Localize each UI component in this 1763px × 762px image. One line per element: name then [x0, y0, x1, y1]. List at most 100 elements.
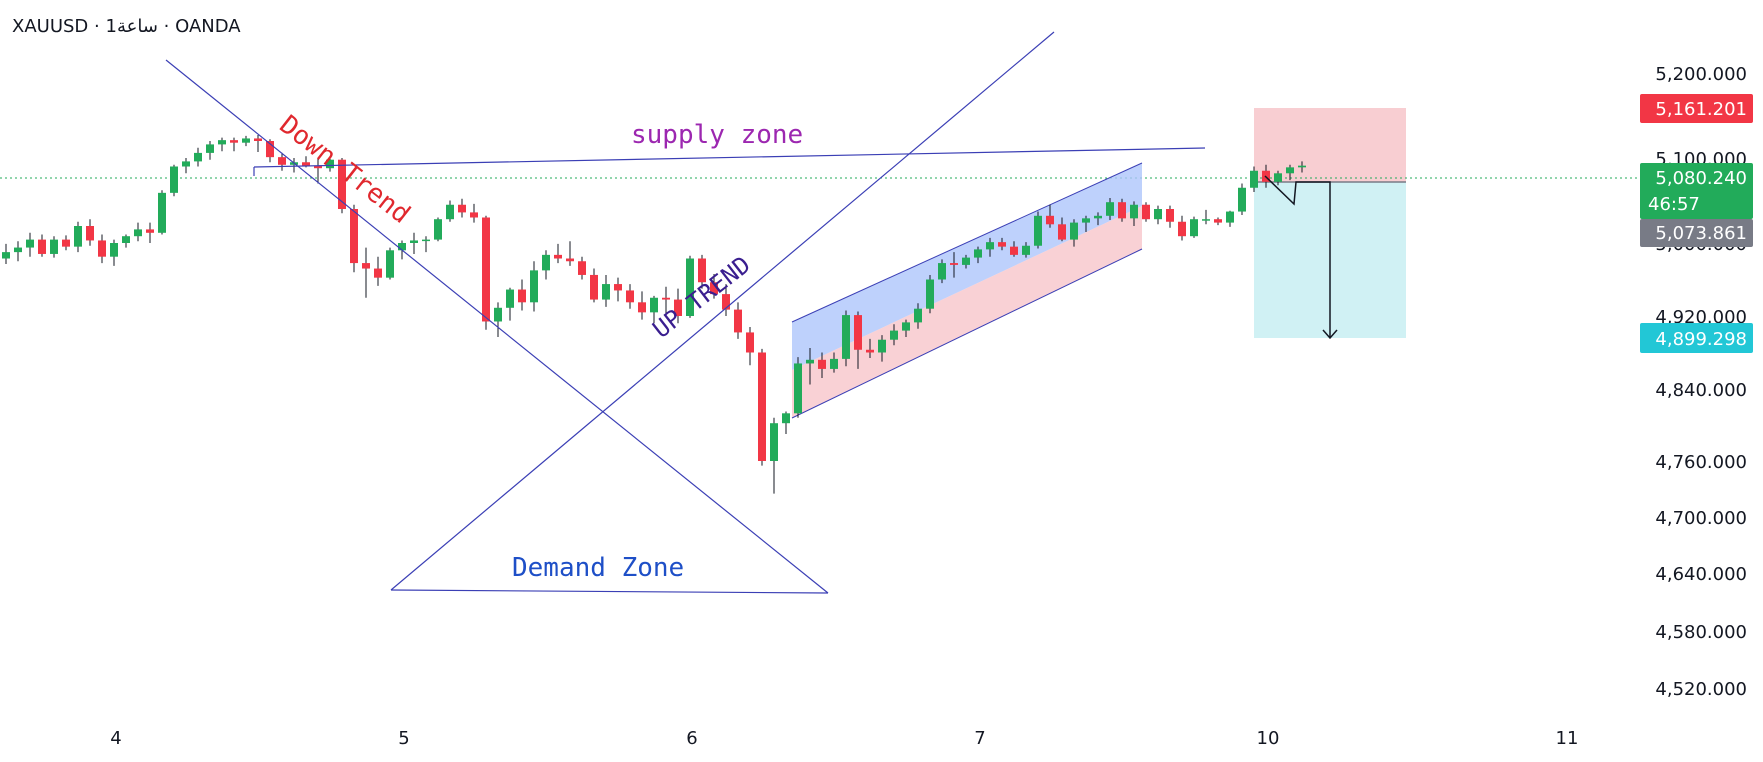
down-trend-label: Down Trend	[274, 110, 416, 230]
candle-body	[986, 242, 994, 250]
candle-body	[974, 249, 982, 258]
candle-body	[302, 162, 310, 166]
candle-series	[2, 135, 1306, 494]
candle-body	[746, 332, 754, 353]
y-tick-label: 4,920.000	[1655, 307, 1747, 328]
candle-body	[134, 229, 142, 237]
candle-body	[1130, 204, 1138, 219]
candle-body	[1094, 215, 1102, 219]
candle-body	[158, 192, 166, 233]
candle-body	[1082, 218, 1090, 223]
candle-body	[890, 330, 898, 340]
projection-path[interactable]	[1264, 175, 1331, 337]
candle-body	[386, 250, 394, 278]
candle-body	[1298, 165, 1306, 168]
candle-body	[230, 140, 238, 143]
price-tag-current: 5,080.240 46:57	[1640, 163, 1753, 219]
candle-body	[554, 254, 562, 259]
price-tag-entry: 5,073.861	[1640, 219, 1753, 247]
candle-body	[830, 358, 838, 369]
interval-label: 1ساعة	[105, 16, 158, 37]
candle-body	[1202, 219, 1210, 221]
price-axis[interactable]: 5,200.000 5,100.000 5,000.000 4,920.000 …	[1655, 64, 1747, 700]
candle-body	[938, 263, 946, 280]
candle-body	[578, 261, 586, 275]
candle-body	[530, 270, 538, 303]
candle-body	[1034, 215, 1042, 246]
title-separator: ·	[94, 16, 100, 37]
candle-body	[1010, 246, 1018, 255]
y-tick-label: 4,520.000	[1655, 679, 1747, 700]
candle-body	[482, 217, 490, 322]
up-trend-line[interactable]	[390, 31, 1055, 591]
candle-body	[1106, 202, 1114, 216]
candle-body	[914, 308, 922, 323]
candle-body	[1118, 202, 1126, 219]
candle-body	[1286, 167, 1294, 174]
price-tag-stop: 5,161.201	[1640, 94, 1753, 123]
candle-body	[1070, 222, 1078, 240]
demand-zone-label: Demand Zone	[512, 553, 684, 583]
candle-body	[458, 204, 466, 213]
channel-bottom-line	[791, 248, 1143, 419]
price-tag-current-bg	[1640, 163, 1753, 219]
candle-body	[1250, 170, 1258, 188]
y-tick-label: 4,840.000	[1655, 380, 1747, 401]
candle-body	[818, 359, 826, 369]
stop-loss-zone[interactable]	[1254, 108, 1406, 182]
candle-body	[446, 204, 454, 220]
title-separator: ·	[163, 16, 170, 37]
chart-title: XAUUSD · 1ساعة · OANDA	[12, 16, 241, 37]
candle-body	[698, 258, 706, 283]
candle-body	[1166, 209, 1174, 222]
candle-body	[1142, 204, 1150, 220]
demand-zone-base-line[interactable]	[390, 589, 829, 594]
symbol-label: XAUUSD	[12, 16, 89, 37]
candle-body	[650, 297, 658, 313]
candle-body	[206, 144, 214, 153]
candle-body	[734, 309, 742, 333]
candle-body	[338, 159, 346, 209]
candle-body	[542, 254, 550, 271]
candle-body	[38, 239, 46, 254]
candle-body	[182, 161, 190, 167]
candle-body	[470, 212, 478, 218]
y-tick-label: 4,700.000	[1655, 508, 1747, 529]
channel-lower-fill	[792, 206, 1142, 418]
candle-body	[266, 141, 274, 158]
candle-body	[146, 229, 154, 233]
candle-body	[50, 239, 58, 254]
x-tick-label: 10	[1257, 728, 1280, 749]
candle-body	[326, 159, 334, 169]
y-tick-label: 5,200.000	[1655, 64, 1747, 85]
x-tick-label: 6	[686, 728, 697, 749]
candle-body	[962, 257, 970, 265]
candle-body	[278, 157, 286, 165]
supply-zone-line[interactable]	[253, 147, 1206, 168]
candle-body	[314, 165, 322, 169]
candle-body	[806, 359, 814, 364]
x-tick-label: 5	[398, 728, 409, 749]
candle-body	[410, 240, 418, 243]
price-tag-countdown: 46:57	[1648, 194, 1700, 215]
y-tick-label: 4,760.000	[1655, 452, 1747, 473]
candle-body	[794, 363, 802, 414]
candle-body	[194, 152, 202, 162]
channel-top-line	[791, 162, 1143, 323]
candle-body	[1154, 209, 1162, 220]
candle-body	[758, 352, 766, 461]
candle-body	[1178, 221, 1186, 237]
candle-body	[842, 315, 850, 359]
candle-body	[26, 239, 34, 248]
candle-body	[950, 263, 958, 265]
price-tag-current-label: 5,080.240	[1655, 168, 1747, 189]
price-tag-target-bg	[1640, 323, 1753, 353]
candle-body	[74, 226, 82, 247]
down-trend-line[interactable]	[165, 59, 829, 594]
broker-label: OANDA	[175, 16, 241, 37]
candle-body	[2, 252, 10, 259]
candle-body	[1214, 219, 1222, 223]
time-axis[interactable]: 4 5 6 7 10 11	[110, 728, 1578, 749]
candle-body	[878, 339, 886, 353]
